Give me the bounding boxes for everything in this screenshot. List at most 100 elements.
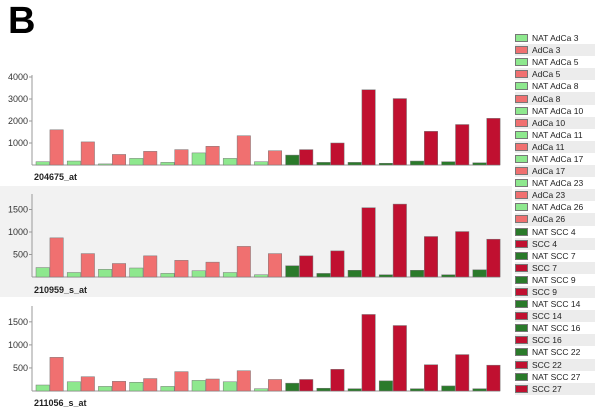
legend-swatch — [515, 70, 528, 79]
legend-item: NAT AdCa 10 — [515, 105, 595, 117]
bar — [455, 354, 470, 392]
gene-label: 210959_s_at — [34, 285, 87, 295]
legend-swatch — [515, 154, 528, 163]
y-tick-label: 1000 — [8, 138, 28, 148]
legend-item: NAT SCC 22 — [515, 346, 595, 358]
legend-label: SCC 16 — [532, 335, 562, 346]
legend-label: AdCa 5 — [532, 69, 561, 80]
legend-swatch — [515, 191, 528, 200]
bar — [80, 141, 95, 166]
legend-item: AdCa 26 — [515, 213, 595, 226]
legend-label: SCC 22 — [532, 359, 562, 370]
y-tick-label: 1000 — [8, 227, 28, 237]
gene-label: 204675_at — [34, 172, 77, 182]
bar — [392, 203, 407, 278]
bar — [35, 267, 50, 278]
bar — [299, 379, 314, 392]
legend-label: NAT SCC 27 — [532, 371, 581, 382]
y-tick-label: 2000 — [8, 116, 28, 126]
bar — [112, 154, 126, 166]
legend-swatch — [515, 372, 528, 381]
bar — [316, 162, 331, 166]
legend-item: NAT SCC 16 — [515, 322, 595, 334]
legend-item: SCC 16 — [515, 334, 595, 347]
bar — [285, 154, 300, 166]
bar — [98, 269, 113, 278]
legend-swatch — [515, 360, 528, 369]
bar — [66, 160, 81, 166]
bar — [378, 162, 393, 166]
y-tick-label: 1500 — [8, 317, 28, 327]
bar — [236, 135, 251, 166]
legend-swatch — [515, 130, 528, 139]
y-tick-label: 500 — [13, 363, 28, 373]
legend-label: NAT SCC 7 — [532, 250, 576, 261]
bar — [268, 150, 282, 166]
bar — [66, 272, 81, 278]
bar — [392, 325, 407, 392]
bar — [347, 162, 362, 166]
bar — [486, 364, 501, 392]
bar — [254, 161, 269, 166]
legend-item: SCC 22 — [515, 358, 595, 371]
bar — [455, 231, 470, 278]
bar — [330, 142, 345, 166]
legend-label: NAT SCC 9 — [532, 274, 576, 285]
bar — [98, 386, 113, 392]
bar — [80, 253, 95, 278]
legend-swatch — [515, 34, 528, 43]
bar — [441, 274, 456, 278]
legend-label: SCC 4 — [532, 238, 558, 249]
legend-item: NAT SCC 27 — [515, 371, 595, 383]
legend-swatch — [515, 288, 528, 297]
legend-item: AdCa 11 — [515, 140, 595, 153]
legend: NAT AdCa 3 AdCa 3 NAT AdCa 5 AdCa 5 NAT AdCa… — [515, 32, 595, 395]
bar — [472, 388, 487, 392]
legend-label: AdCa 3 — [532, 45, 561, 56]
bar — [205, 378, 220, 392]
expression-bar-charts: 1000 2000 3000 4000 204675_at 500 1000 1500 2109… — [0, 72, 512, 408]
legend-item: NAT AdCa 26 — [515, 201, 595, 213]
legend-label: NAT AdCa 23 — [532, 178, 584, 189]
legend-item: SCC 14 — [515, 310, 595, 323]
bar — [441, 161, 456, 166]
legend-label: NAT SCC 22 — [532, 347, 581, 358]
legend-swatch — [515, 118, 528, 127]
bar — [316, 387, 331, 392]
gene-label: 211056_s_at — [34, 398, 87, 408]
bar — [112, 263, 126, 278]
bar — [299, 255, 314, 278]
legend-label: AdCa 11 — [532, 141, 565, 152]
legend-swatch — [515, 58, 528, 67]
bar — [424, 364, 438, 392]
bar — [424, 131, 438, 166]
legend-label: NAT SCC 16 — [532, 323, 581, 334]
bar — [486, 238, 501, 278]
legend-swatch — [515, 82, 528, 91]
legend-swatch — [515, 179, 528, 188]
legend-swatch — [515, 239, 528, 248]
legend-item: SCC 4 — [515, 237, 595, 250]
bar — [160, 162, 175, 166]
legend-item: NAT AdCa 11 — [515, 129, 595, 141]
bar — [236, 370, 251, 392]
legend-label: AdCa 8 — [532, 93, 561, 104]
legend-item: AdCa 23 — [515, 189, 595, 202]
bar — [361, 89, 376, 166]
legend-item: NAT SCC 9 — [515, 274, 595, 286]
legend-swatch — [515, 324, 528, 333]
legend-swatch — [515, 142, 528, 151]
bar — [35, 161, 50, 166]
bar — [410, 270, 425, 278]
bar — [129, 381, 144, 392]
legend-swatch — [515, 348, 528, 357]
bar — [316, 273, 331, 278]
legend-label: NAT AdCa 11 — [532, 129, 583, 140]
y-tick-label: 1500 — [8, 205, 28, 215]
panel-letter: B — [8, 0, 36, 42]
bar — [205, 146, 220, 166]
legend-swatch — [515, 215, 528, 224]
legend-swatch — [515, 167, 528, 176]
legend-swatch — [515, 275, 528, 284]
bar — [143, 151, 158, 166]
